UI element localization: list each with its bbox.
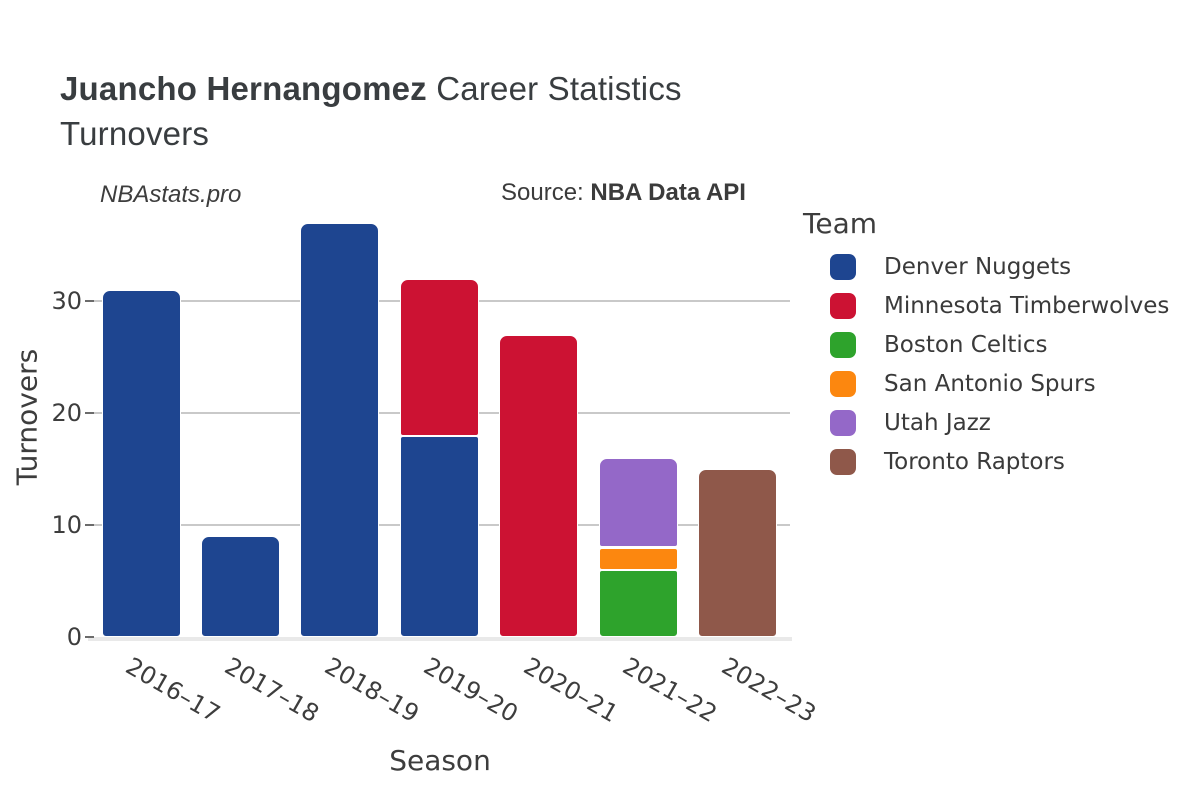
y-tick-label-20: 20: [51, 399, 82, 428]
bar-2017-18-denver-nuggets: [200, 536, 280, 637]
x-tick-label-2016-17: 2016–17: [121, 652, 225, 729]
bar-2021-22-utah-jazz: [598, 458, 678, 548]
bar-2020-21-minnesota-timberwolves: [499, 334, 579, 637]
legend-swatch-minnesota-timberwolves: [830, 293, 856, 319]
y-tick-mark-30: [85, 300, 94, 303]
y-axis-title: Turnovers: [10, 348, 44, 486]
page-title: Juancho Hernangomez Career Statistics Tu…: [60, 66, 682, 156]
title-line1: Juancho Hernangomez Career Statistics: [60, 66, 682, 111]
bar-2021-22-san-antonio-spurs: [598, 547, 678, 570]
legend-swatch-san-antonio-spurs: [830, 371, 856, 397]
y-tick-mark-0: [85, 636, 94, 638]
legend-title: Team: [803, 207, 878, 240]
title-player-name: Juancho Hernangomez: [60, 70, 427, 107]
legend-swatch-utah-jazz: [830, 410, 856, 436]
legend-label-minnesota-timberwolves: Minnesota Timberwolves: [884, 293, 1170, 319]
legend-swatch-denver-nuggets: [830, 254, 856, 280]
legend-item-denver-nuggets: Denver Nuggets: [830, 254, 1169, 280]
bar-2021-22-boston-celtics: [598, 569, 678, 637]
y-tick-mark-10: [85, 524, 94, 527]
x-tick-label-2020-21: 2020–21: [518, 652, 623, 729]
x-tick-label-2021-22: 2021–22: [618, 652, 722, 729]
bar-2016-17-denver-nuggets: [101, 290, 181, 637]
legend-label-denver-nuggets: Denver Nuggets: [884, 254, 1072, 280]
x-tick-label-2022-23: 2022–23: [717, 652, 822, 729]
bar-2019-20-denver-nuggets: [399, 435, 479, 637]
legend-item-boston-celtics: Boston Celtics: [830, 332, 1169, 358]
source-name: NBA Data API: [590, 179, 746, 206]
watermark-text: NBAstats.pro: [100, 181, 242, 208]
bar-2022-23-toronto-raptors: [697, 469, 777, 637]
source-line: Source: NBA Data API: [501, 179, 746, 207]
title-suffix: Career Statistics: [426, 70, 682, 107]
legend-label-utah-jazz: Utah Jazz: [884, 410, 991, 436]
y-tick-label-30: 30: [51, 287, 82, 316]
legend-swatch-boston-celtics: [830, 332, 856, 358]
bar-2019-20-minnesota-timberwolves: [399, 279, 479, 436]
legend-item-minnesota-timberwolves: Minnesota Timberwolves: [830, 293, 1169, 319]
legend-label-toronto-raptors: Toronto Raptors: [884, 449, 1065, 475]
bar-2018-19-denver-nuggets: [300, 223, 380, 637]
y-tick-label-10: 10: [51, 511, 82, 540]
legend-label-boston-celtics: Boston Celtics: [884, 332, 1048, 358]
x-tick-label-2019-20: 2019–20: [419, 652, 523, 729]
legend-item-san-antonio-spurs: San Antonio Spurs: [830, 371, 1169, 397]
y-tick-mark-20: [85, 412, 94, 415]
legend-label-san-antonio-spurs: San Antonio Spurs: [884, 371, 1096, 397]
x-tick-label-2018-19: 2018–19: [319, 652, 424, 729]
legend: Team Denver Nuggets Minnesota Timberwolve…: [803, 207, 1169, 475]
y-tick-label-0: 0: [66, 623, 82, 651]
x-axis-line: [88, 637, 792, 641]
legend-items: Denver Nuggets Minnesota Timberwolves Bost…: [830, 254, 1169, 475]
legend-item-toronto-raptors: Toronto Raptors: [830, 449, 1169, 475]
legend-swatch-toronto-raptors: [830, 449, 856, 475]
legend-item-utah-jazz: Utah Jazz: [830, 410, 1169, 436]
x-axis-title: Season: [389, 744, 491, 777]
title-line2-stat: Turnovers: [60, 115, 210, 152]
source-prefix: Source:: [501, 179, 591, 206]
x-tick-label-2017-18: 2017–18: [220, 652, 325, 729]
